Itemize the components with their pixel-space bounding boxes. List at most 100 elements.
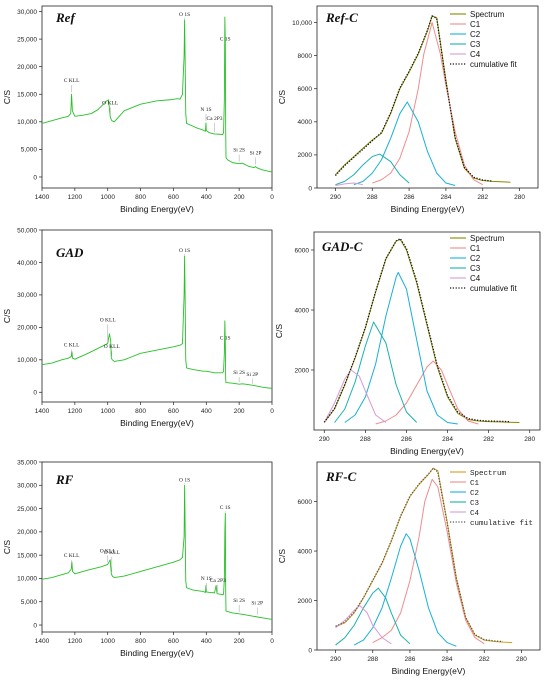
legend-label-c3: C3 — [470, 500, 480, 508]
y-axis-title: C/S — [2, 90, 12, 105]
x-tick-label: 284 — [442, 656, 453, 663]
y-tick-label: 10,000 — [17, 119, 37, 126]
y-tick-label: 25,000 — [17, 506, 37, 513]
series-line-c1 — [375, 360, 479, 425]
y-tick-label: 6000 — [298, 499, 313, 506]
series-line-spectrum — [335, 467, 513, 644]
x-axis-title: Binding Energy(eV) — [120, 204, 194, 214]
x-tick-label: 288 — [367, 656, 378, 663]
plot-frame — [41, 5, 273, 189]
peak-label-o-kll: O KLL — [104, 550, 121, 556]
y-axis-title: C/S — [274, 324, 284, 339]
y-tick-label: 30,000 — [17, 9, 37, 16]
x-tick-label: 1400 — [35, 638, 50, 645]
x-tick-label: 1000 — [100, 194, 115, 201]
y-axis-title: C/S — [277, 549, 287, 564]
series-line-c2 — [353, 101, 456, 187]
peak-label-o-kll: O KLL — [100, 548, 117, 554]
series-line-c1 — [372, 22, 483, 186]
panel-title: GAD — [56, 245, 84, 260]
panels-root: 1400 1200 1000 800 600 400 200 005,00010,00015,… — [2, 5, 541, 676]
peak-label-n-1s: N 1S — [200, 107, 211, 113]
series-line-c4 — [335, 604, 392, 645]
y-tick-label: 0 — [33, 174, 37, 181]
peak-label-si-2s: Si 2S — [233, 370, 245, 376]
legend-label-spectrum: Spectrum — [470, 10, 505, 19]
series-line-survey-spectrum — [41, 255, 273, 389]
peak-label-o-1s: O 1S — [179, 477, 190, 483]
x-tick-label: 288 — [360, 436, 371, 443]
peak-label-o-kll: O KLL — [104, 344, 121, 350]
x-tick-label: 280 — [514, 194, 525, 201]
x-tick-label: 600 — [168, 408, 179, 415]
panel-gad: 1400 1200 1000 800 600 400 200 0 0 10,000 20,000 30… — [2, 227, 274, 428]
peak-label-c-1s: C 1S — [220, 505, 231, 511]
peak-label-si-2s: Si 2S — [233, 598, 245, 604]
x-tick-label: 200 — [234, 408, 245, 415]
x-tick-label: 0 — [270, 408, 274, 415]
x-tick-label: 280 — [524, 436, 535, 443]
peak-label-si-2p: Si 2P — [246, 372, 258, 378]
y-tick-label: 50,000 — [17, 227, 37, 234]
panel-rf: 1400 1200 1000 800 600 400 200 0 0 5,000 10,000 15,… — [2, 459, 274, 658]
y-tick-label: 5,000 — [21, 599, 38, 606]
x-tick-label: 400 — [201, 638, 212, 645]
y-tick-label: 0 — [33, 622, 37, 629]
x-axis-title: Binding Energy(eV) — [120, 648, 194, 658]
x-axis-title: Binding Energy(eV) — [120, 418, 194, 428]
x-tick-label: 1400 — [35, 194, 50, 201]
x-tick-label: 280 — [516, 656, 527, 663]
x-tick-label: 286 — [404, 656, 415, 663]
plot-frame — [41, 461, 273, 633]
peak-label-c-1s: C 1S — [220, 336, 231, 342]
series-line-survey-spectrum — [41, 16, 273, 173]
x-tick-label: 1200 — [68, 408, 83, 415]
y-tick-label: 20,000 — [17, 529, 37, 536]
y-axis-title: C/S — [277, 90, 287, 105]
x-tick-label: 282 — [483, 436, 494, 443]
series-line-spectrum — [335, 15, 511, 183]
peak-label-o-1s: O 1S — [179, 248, 190, 254]
peak-label-c-kll: C KLL — [64, 343, 80, 349]
panel-rf-c: 290 288 286 284 282 280 0 2000 4000 6000 Binding E… — [277, 461, 541, 676]
legend-label-cumulative-fit: cumulative fit — [470, 60, 517, 69]
peak-label-o-kll: O KLL — [102, 100, 119, 106]
y-tick-label: 2000 — [298, 598, 313, 605]
x-tick-label: 1000 — [100, 638, 115, 645]
x-tick-label: 400 — [201, 194, 212, 201]
plot-frame — [41, 229, 273, 403]
x-tick-label: 288 — [367, 194, 378, 201]
legend-label-c3: C3 — [470, 40, 481, 49]
y-tick-label: 2000 — [298, 152, 313, 159]
x-tick-label: 600 — [168, 194, 179, 201]
legend-label-spectrum: Spectrum — [470, 234, 505, 243]
x-tick-label: 1200 — [68, 194, 83, 201]
legend-label-cumulative-fit: cumulative fit — [470, 520, 533, 528]
legend-label-spectrum: Spectrum — [470, 470, 507, 478]
x-tick-label: 1000 — [100, 408, 115, 415]
legend-label-c2: C2 — [470, 254, 481, 263]
plot-frame — [313, 231, 541, 431]
peak-label-ca-2p3: Ca 2P3 — [206, 116, 222, 122]
y-tick-label: 5,000 — [21, 147, 38, 154]
y-tick-label: 40,000 — [17, 260, 37, 267]
x-tick-label: 284 — [440, 194, 451, 201]
peak-label-c-1s: C 1S — [220, 37, 231, 43]
y-tick-label: 10,000 — [17, 357, 37, 364]
y-tick-label: 10,000 — [292, 20, 312, 27]
peak-label-o-1s: O 1S — [179, 12, 190, 18]
y-tick-label: 30,000 — [17, 483, 37, 490]
panel-title: GAD-C — [322, 239, 363, 254]
y-axis-title: C/S — [2, 309, 12, 324]
series-line-c2 — [353, 533, 457, 647]
series-line-cumulative-fit — [323, 237, 510, 423]
panel-title: Ref — [55, 10, 76, 25]
x-tick-label: 800 — [135, 638, 146, 645]
legend-label-c2: C2 — [470, 30, 481, 39]
panel-title: RF — [55, 472, 74, 487]
x-tick-label: 1200 — [68, 638, 83, 645]
y-tick-label: 30,000 — [17, 292, 37, 299]
y-tick-label: 6000 — [298, 86, 313, 93]
